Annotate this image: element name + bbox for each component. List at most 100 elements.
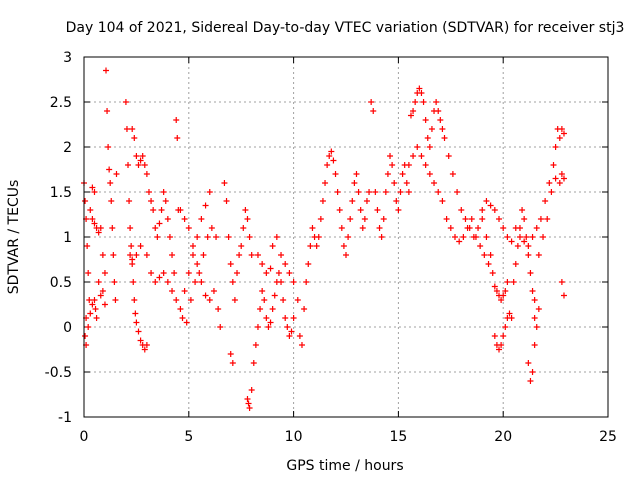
data-point [516,234,523,240]
data-point [104,108,111,114]
data-point [202,202,209,209]
data-point [378,234,385,240]
data-point [542,198,549,204]
y-tick-label: -1 [58,410,72,426]
data-point [502,324,509,330]
data-point [558,171,565,177]
data-point [282,261,289,267]
data-point [426,144,433,150]
data-point [389,162,396,168]
data-point [489,270,496,276]
data-point [227,261,234,267]
y-tick-label: -0.5 [45,365,72,381]
data-point [145,189,152,195]
data-point [181,216,188,222]
data-point [514,243,521,249]
data-point [456,238,463,245]
data-point [424,135,431,141]
data-point [259,261,266,267]
data-point [246,405,253,411]
data-point [154,234,161,240]
data-point [487,252,494,258]
data-point [372,189,379,195]
data-point [206,189,213,195]
data-point [244,396,251,402]
data-point [126,198,133,204]
data-point [95,279,102,285]
data-point [558,279,565,285]
data-point [244,216,251,222]
data-point [246,234,253,240]
data-point [449,171,456,177]
data-point [177,306,184,312]
data-point [162,198,169,204]
data-point [391,180,398,186]
data-point [143,171,150,177]
data-point [278,279,285,285]
y-tick-labels: -1 -0.5 0 0.5 1 1.5 2 2.5 3 [45,50,72,426]
data-point [445,153,452,159]
data-point [477,243,484,249]
data-point [525,243,532,249]
data-point [99,252,106,258]
data-point [468,216,475,222]
x-tick-label: 5 [184,429,193,445]
data-point [305,261,312,267]
data-point [131,135,138,141]
data-point [535,252,542,258]
data-point [439,198,446,204]
data-point [357,207,364,213]
y-tick-label: 0 [63,320,72,336]
data-point [95,229,102,236]
data-point [82,198,89,204]
data-point [407,112,414,119]
data-point [240,225,247,231]
data-point [123,126,130,132]
data-point [127,252,134,258]
data-point [93,315,100,321]
data-point [141,162,148,168]
data-point [110,252,117,258]
data-point [85,270,92,276]
data-point [215,306,222,312]
data-point [183,319,190,326]
data-point [231,297,238,303]
data-point [303,279,310,285]
data-point [250,360,257,366]
data-point [508,315,515,321]
data-point [504,279,511,285]
x-tick-labels: 0 5 10 15 20 25 [80,429,617,445]
data-point [523,234,530,240]
data-point [343,252,349,258]
data-point [410,108,417,114]
data-point [131,297,138,303]
data-point [87,310,94,317]
data-point [204,234,211,240]
data-point [192,279,199,285]
data-point [330,157,337,164]
data-point [129,256,136,263]
y-tick-label: 0.5 [50,275,72,291]
data-point [462,216,469,222]
data-point [288,328,295,335]
x-tick-label: 25 [599,429,617,445]
data-point [125,162,132,168]
data-point [347,216,354,222]
data-point [412,99,419,105]
data-point [217,324,224,330]
data-point [487,202,494,209]
data-point [479,207,486,213]
data-point [324,162,331,168]
data-point [242,207,249,213]
data-point [340,243,347,249]
data-point [527,270,534,276]
data-point [556,135,563,141]
data-point [164,279,171,285]
data-point [387,153,394,159]
data-point [437,117,444,123]
data-point [234,270,241,276]
data-point [485,261,492,267]
data-point [399,171,406,177]
data-point [290,279,297,285]
data-point [194,234,201,240]
